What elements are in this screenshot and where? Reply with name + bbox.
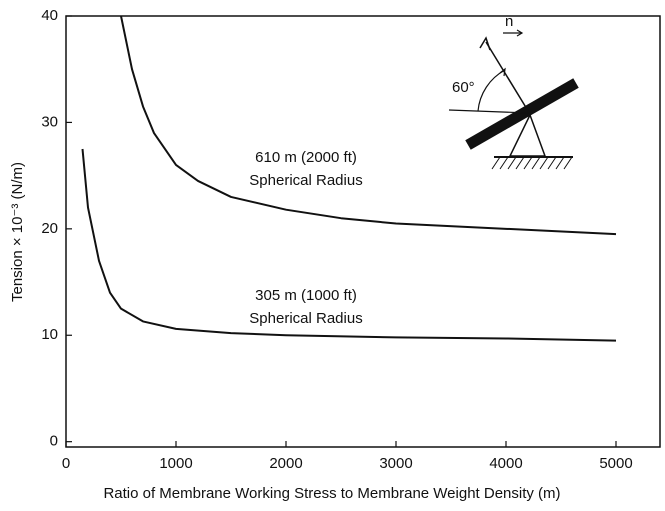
annotation: n [505,13,513,30]
x-tick-label: 2000 [269,455,302,472]
x-tick-label: 3000 [379,455,412,472]
series-label: 610 m (2000 ft) [255,149,357,166]
annotation: Spherical Radius [249,172,362,189]
x-tick-label: 4000 [489,455,522,472]
inset-diagram [448,29,579,170]
series-line [120,15,617,236]
series-label: 305 m (1000 ft) [255,287,357,304]
annotation: 60° [452,79,475,96]
y-axis-label: Tension × 10⁻³ (N/m) [9,162,26,302]
x-axis-label: Ratio of Membrane Working Stress to Memb… [103,485,560,502]
y-tick-label: 10 [41,326,58,343]
y-tick-label: 30 [41,113,58,130]
y-tick-label: 40 [41,7,58,24]
x-tick-label: 5000 [599,455,632,472]
plot-frame [65,15,661,448]
y-tick-label: 20 [41,220,58,237]
x-tick-label: 0 [62,455,70,472]
x-tick-label: 1000 [159,455,192,472]
series-line [81,148,617,342]
annotation: Spherical Radius [249,310,362,327]
y-tick-label: 0 [50,433,58,450]
